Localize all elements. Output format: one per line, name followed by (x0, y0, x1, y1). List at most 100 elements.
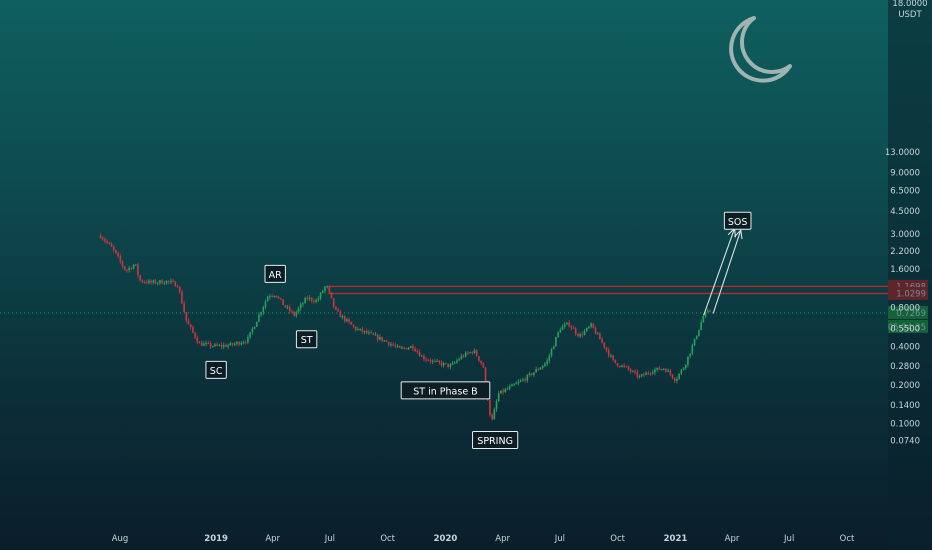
candle[interactable] (667, 368, 669, 372)
candle[interactable] (220, 342, 223, 350)
candle[interactable] (352, 324, 355, 329)
candle[interactable] (453, 361, 456, 365)
candle[interactable] (612, 354, 614, 362)
candle[interactable] (295, 310, 298, 318)
candle[interactable] (596, 332, 599, 335)
candle[interactable] (464, 351, 467, 358)
candle[interactable] (401, 345, 403, 350)
candle[interactable] (574, 326, 577, 336)
candle[interactable] (445, 362, 447, 365)
candle[interactable] (205, 340, 207, 347)
candle[interactable] (557, 331, 559, 338)
candle[interactable] (330, 292, 333, 299)
candle[interactable] (680, 369, 683, 376)
candle[interactable] (222, 342, 225, 350)
candle[interactable] (381, 336, 383, 343)
candle[interactable] (365, 328, 368, 335)
candle[interactable] (526, 374, 529, 383)
candle[interactable] (482, 362, 485, 368)
candle[interactable] (702, 314, 705, 323)
candle[interactable] (673, 377, 676, 383)
candle[interactable] (255, 321, 258, 327)
candle[interactable] (115, 249, 117, 255)
candle[interactable] (460, 353, 463, 360)
candle[interactable] (418, 349, 421, 357)
candle[interactable] (649, 371, 652, 377)
candle[interactable] (194, 331, 196, 340)
candle[interactable] (161, 279, 163, 285)
candle[interactable] (552, 345, 555, 350)
candle[interactable] (581, 331, 584, 338)
candle[interactable] (104, 237, 106, 244)
candle[interactable] (183, 300, 185, 313)
candle[interactable] (484, 366, 487, 383)
candle[interactable] (627, 365, 630, 372)
candle[interactable] (656, 367, 658, 372)
candle[interactable] (583, 328, 586, 336)
candle[interactable] (563, 321, 566, 329)
candle[interactable] (647, 370, 650, 375)
candle[interactable] (242, 340, 245, 345)
candle[interactable] (407, 346, 410, 350)
candle[interactable] (277, 295, 280, 300)
candle[interactable] (187, 318, 190, 325)
candle[interactable] (473, 348, 476, 355)
candle[interactable] (361, 326, 364, 334)
candle[interactable] (363, 330, 366, 335)
candle[interactable] (315, 298, 317, 304)
candle[interactable] (236, 340, 238, 346)
candle[interactable] (396, 343, 399, 348)
candle[interactable] (282, 299, 284, 306)
candle[interactable] (167, 280, 170, 285)
candle[interactable] (368, 330, 370, 336)
candle[interactable] (537, 367, 540, 371)
candle[interactable] (524, 376, 526, 383)
candle[interactable] (500, 390, 502, 394)
candle[interactable] (112, 245, 115, 253)
candle[interactable] (709, 309, 711, 313)
candle[interactable] (117, 251, 119, 259)
candle[interactable] (328, 286, 331, 294)
candle[interactable] (449, 362, 452, 370)
candle[interactable] (495, 398, 498, 412)
candle[interactable] (264, 299, 267, 310)
candle[interactable] (99, 233, 102, 239)
candle[interactable] (414, 346, 416, 352)
candle[interactable] (302, 301, 304, 308)
annotation-tag[interactable]: ST (295, 330, 318, 349)
price-axis-panel[interactable] (888, 0, 932, 550)
candle[interactable] (438, 359, 441, 365)
candle[interactable] (313, 298, 315, 305)
candle[interactable] (398, 345, 401, 348)
candle[interactable] (599, 332, 601, 340)
candle[interactable] (306, 295, 309, 301)
candle[interactable] (370, 329, 372, 334)
candle[interactable] (594, 325, 597, 335)
candle[interactable] (310, 297, 313, 304)
candle[interactable] (693, 338, 696, 347)
candle[interactable] (645, 371, 647, 376)
candle[interactable] (172, 278, 174, 283)
candle[interactable] (225, 343, 227, 348)
candle[interactable] (689, 353, 691, 359)
candle[interactable] (621, 364, 623, 368)
candle[interactable] (299, 301, 302, 312)
candle[interactable] (651, 369, 654, 376)
candle[interactable] (634, 369, 636, 375)
candle[interactable] (508, 384, 511, 391)
candle[interactable] (691, 343, 694, 356)
candle[interactable] (269, 293, 271, 300)
candle[interactable] (559, 327, 562, 334)
candle[interactable] (247, 334, 249, 345)
candle[interactable] (682, 367, 685, 371)
candle[interactable] (643, 372, 645, 378)
candle[interactable] (383, 340, 386, 342)
candle[interactable] (207, 340, 210, 345)
candle[interactable] (181, 289, 183, 305)
candle[interactable] (669, 368, 672, 377)
candle[interactable] (687, 356, 689, 368)
candle[interactable] (566, 322, 568, 325)
candle[interactable] (106, 239, 108, 245)
